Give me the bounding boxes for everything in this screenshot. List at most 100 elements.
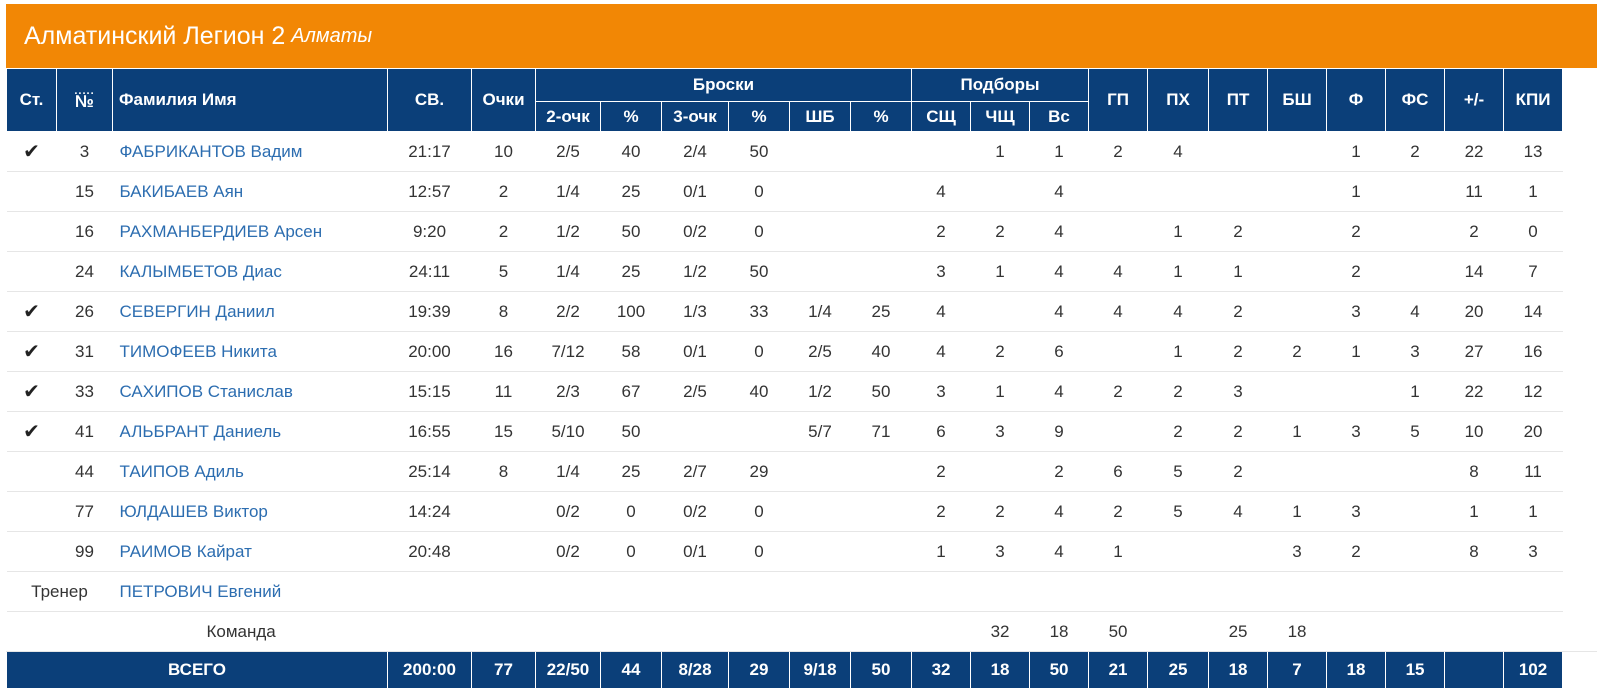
col-bsh[interactable]: БШ — [1267, 68, 1328, 132]
stat-three-pct: 29 — [728, 451, 790, 492]
stat-gp: 4 — [1088, 291, 1148, 332]
stat-sv: 25:14 — [387, 451, 472, 492]
col-reb-off[interactable]: ЧЩ — [970, 101, 1031, 132]
stat-ft — [789, 131, 851, 172]
stat-three: 1/2 — [661, 251, 729, 292]
coach-label: Тренер — [6, 571, 113, 612]
player-row: ✔ 31 ТИМОФЕЕВ Никита 20:00 16 7/12 58 0/1 0 2/5 40… — [6, 331, 1598, 372]
stat-two-pct: 67 — [600, 371, 662, 412]
stat-sv: 24:11 — [387, 251, 472, 292]
col-px[interactable]: ПХ — [1147, 68, 1210, 132]
totals-row: ВСЕГО 200:00 77 22/50 44 8/28 29 9/18 50… — [6, 651, 1598, 688]
col-points[interactable]: Очки — [471, 68, 536, 132]
stat-gp — [1088, 211, 1148, 252]
stat-fs: 4 — [1385, 291, 1445, 332]
stat-two-pct: 100 — [600, 291, 662, 332]
col-three-pt[interactable]: 3-очк — [661, 101, 729, 132]
col-minutes[interactable]: СВ. — [387, 68, 472, 132]
col-name[interactable]: Фамилия Имя — [112, 68, 388, 132]
col-two-pt[interactable]: 2-очк — [535, 101, 601, 132]
totals-px: 25 — [1147, 651, 1210, 688]
totals-label: ВСЕГО — [6, 651, 388, 688]
starter-check-icon: ✔ — [6, 291, 57, 332]
stat-three-pct: 33 — [728, 291, 790, 332]
stat-reb-tot: 4 — [1029, 491, 1089, 532]
stat-three-pct: 0 — [728, 531, 790, 572]
player-name-link[interactable]: ЮЛДАШЕВ Виктор — [112, 491, 388, 532]
player-row: ✔ 33 САХИПОВ Станислав 15:15 11 2/3 67 2/5 40 1/2… — [6, 371, 1598, 412]
col-gp[interactable]: ГП — [1088, 68, 1149, 132]
player-name-link[interactable]: РАХМАНБЕРДИЕВ Арсен — [112, 211, 388, 252]
stat-sv: 12:57 — [387, 171, 472, 212]
stat-two-pct: 0 — [600, 531, 662, 572]
col-three-pt-pct[interactable]: % — [728, 101, 790, 132]
player-name-link[interactable]: КАЛЫМБЕТОВ Диас — [112, 251, 388, 292]
totals-three-pt: 8/28 — [661, 651, 729, 688]
stat-three: 2/7 — [661, 451, 729, 492]
stat-pts: 2 — [471, 211, 536, 252]
stat-three-pct: 0 — [728, 331, 790, 372]
col-reb-total[interactable]: Вс — [1029, 101, 1090, 132]
col-pt[interactable]: ПТ — [1208, 68, 1269, 132]
stat-px — [1147, 531, 1209, 572]
stat-fs — [1385, 491, 1445, 532]
stat-kpi: 1 — [1503, 171, 1563, 212]
player-name-link[interactable]: АЛЬБРАНТ Даниель — [112, 411, 388, 452]
stat-px: 5 — [1147, 491, 1209, 532]
totals-free-throws-pct: 50 — [849, 651, 913, 688]
player-name-link[interactable]: ТИМОФЕЕВ Никита — [112, 331, 388, 372]
player-name-link[interactable]: САХИПОВ Станислав — [112, 371, 388, 412]
player-name-link[interactable]: РАИМОВ Кайрат — [112, 531, 388, 572]
stat-ft-pct: 50 — [850, 371, 912, 412]
starter-check-icon: ✔ — [6, 371, 57, 412]
col-free-throws-pct[interactable]: % — [849, 101, 913, 132]
starter-check-icon — [6, 211, 57, 252]
stat-reb-tot: 4 — [1029, 531, 1089, 572]
player-number: 44 — [56, 451, 113, 492]
col-fouls-drawn[interactable]: ФС — [1385, 68, 1446, 132]
col-starter[interactable]: Ст. — [6, 68, 57, 132]
player-row: ✔ 41 АЛЬБРАНТ Даниель 16:55 15 5/10 50 5/7 71 6 3 9… — [6, 411, 1598, 452]
player-number: 33 — [56, 371, 113, 412]
stat-ft-pct — [850, 131, 912, 172]
col-kpi[interactable]: КПИ — [1503, 68, 1564, 132]
stat-ft: 1/2 — [789, 371, 851, 412]
col-reb-def[interactable]: СЩ — [911, 101, 972, 132]
col-fouls[interactable]: Ф — [1326, 68, 1387, 132]
stat-reb-off — [970, 171, 1030, 212]
player-name-link[interactable]: ФАБРИКАНТОВ Вадим — [112, 131, 388, 172]
stat-two: 2/5 — [535, 131, 601, 172]
stat-bsh — [1267, 451, 1327, 492]
stat-fs: 3 — [1385, 331, 1445, 372]
col-two-pt-pct[interactable]: % — [600, 101, 662, 132]
stat-px: 2 — [1147, 411, 1209, 452]
col-number[interactable]: ..... № — [56, 68, 113, 132]
stat-three — [661, 411, 729, 452]
starter-check-icon — [6, 251, 57, 292]
stat-pt — [1208, 531, 1268, 572]
player-name-link[interactable]: СЕВЕРГИН Даниил — [112, 291, 388, 332]
stat-reb-def: 2 — [911, 491, 971, 532]
col-free-throws[interactable]: ШБ — [789, 101, 851, 132]
stat-pt: 2 — [1208, 291, 1268, 332]
player-name-link[interactable]: ТАИПОВ Адиль — [112, 451, 388, 492]
stat-kpi: 3 — [1503, 531, 1563, 572]
stat-three: 0/2 — [661, 491, 729, 532]
totals-fouls-drawn: 15 — [1385, 651, 1446, 688]
stat-reb-off: 1 — [970, 251, 1030, 292]
col-plus-minus[interactable]: +/- — [1444, 68, 1505, 132]
totals-reb-total: 50 — [1029, 651, 1090, 688]
player-name-link[interactable]: БАКИБАЕВ Аян — [112, 171, 388, 212]
stat-two-pct: 25 — [600, 251, 662, 292]
stat-pt — [1208, 171, 1268, 212]
team-name: Алматинский Легион 2 — [24, 21, 286, 50]
stat-pm: 8 — [1444, 531, 1504, 572]
stat-three-pct: 50 — [728, 131, 790, 172]
stat-pm: 1 — [1444, 491, 1504, 532]
stat-gp — [1088, 331, 1148, 372]
team-header: Алматинский Легион 2 Алматы — [6, 4, 1597, 68]
coach-name-link[interactable]: ПЕТРОВИЧ Евгений — [112, 571, 388, 612]
stat-two-pct: 25 — [600, 451, 662, 492]
stat-reb-off: 3 — [970, 411, 1030, 452]
player-row: 24 КАЛЫМБЕТОВ Диас 24:11 5 1/4 25 1/2 50 3 1 4 4 1 1 2… — [6, 251, 1598, 292]
